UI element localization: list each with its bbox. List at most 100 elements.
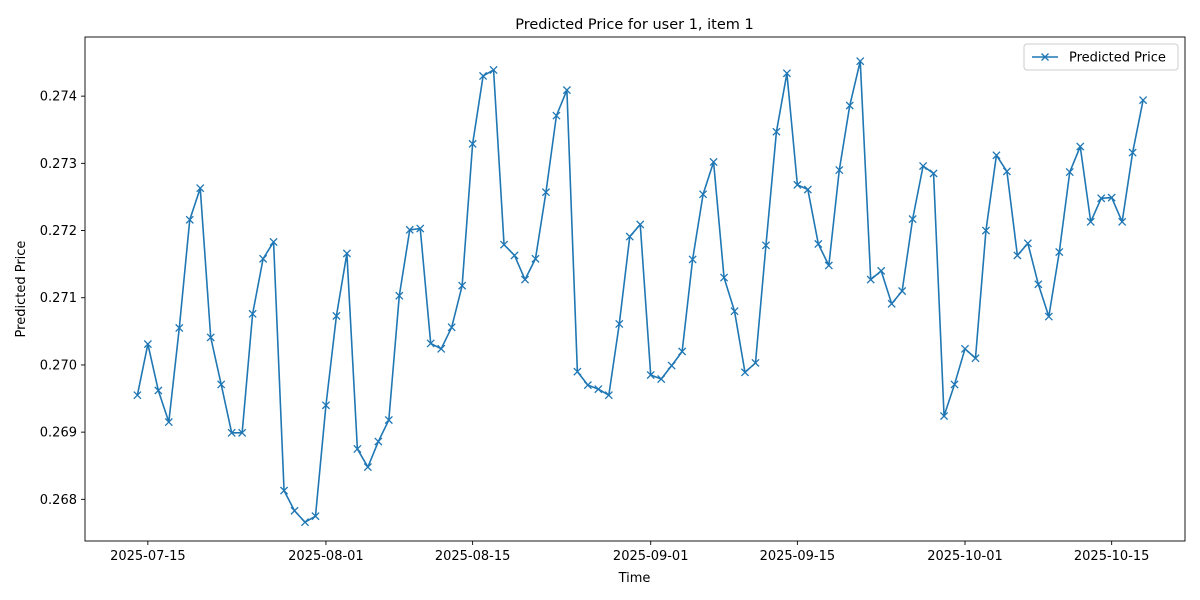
chart-title: Predicted Price for user 1, item 1: [515, 17, 753, 33]
data-point-marker: [447, 323, 456, 332]
data-point-marker: [772, 127, 781, 136]
data-point-marker: [1139, 96, 1148, 105]
data-point-marker: [845, 101, 854, 110]
x-axis-ticks: 2025-07-15 2025-08-01 2025-08-15 2025-09-01…: [110, 541, 1149, 564]
data-point-marker: [1076, 142, 1085, 151]
data-point-marker: [363, 463, 372, 472]
data-point-marker: [426, 339, 435, 348]
data-point-marker: [416, 224, 425, 233]
data-point-marker: [688, 255, 697, 264]
data-point-marker: [898, 286, 907, 296]
data-point-marker: [699, 190, 708, 199]
data-point-marker: [353, 444, 362, 453]
y-tick-label: 0.272: [40, 224, 77, 239]
y-tick-label: 0.270: [40, 358, 77, 373]
data-point-marker: [259, 254, 268, 263]
data-point-marker: [908, 215, 917, 224]
data-point-marker: [342, 249, 351, 258]
data-point-marker: [678, 347, 687, 356]
y-axis-ticks: 0.268 0.269 0.270 0.271 0.272 0.273 0.274: [40, 90, 85, 508]
data-point-marker: [636, 220, 645, 229]
plot-area: [85, 37, 1185, 541]
plot-frame: [84, 36, 1186, 542]
x-tick-label: 2025-09-15: [760, 549, 836, 564]
data-point-marker: [719, 273, 729, 282]
data-point-marker: [667, 361, 676, 370]
data-point-marker: [950, 380, 959, 389]
data-point-marker: [835, 165, 844, 175]
data-point-marker: [1044, 312, 1053, 321]
data-point-marker: [615, 319, 624, 329]
data-point-marker: [992, 151, 1001, 160]
data-point-marker: [206, 333, 215, 342]
data-point-marker: [154, 386, 163, 395]
y-tick-label: 0.269: [40, 426, 77, 441]
data-point-marker: [311, 512, 320, 521]
data-point-marker: [1013, 251, 1022, 260]
data-point-marker: [499, 240, 509, 249]
data-point-marker: [782, 69, 791, 78]
data-point-marker: [856, 57, 865, 66]
data-point-marker: [185, 215, 194, 224]
y-tick-label: 0.273: [40, 157, 77, 172]
data-point-marker: [814, 239, 823, 249]
data-point-marker: [761, 241, 771, 250]
data-point-marker: [1065, 168, 1074, 177]
data-point-marker: [1086, 217, 1095, 226]
data-point-marker: [939, 411, 949, 421]
y-tick-label: 0.271: [40, 291, 77, 306]
data-point-marker: [971, 354, 980, 363]
legend-marker-icon: [1041, 53, 1049, 61]
data-point-marker: [1118, 217, 1127, 226]
data-point-marker: [531, 254, 540, 263]
data-point-marker: [1107, 193, 1116, 202]
data-point-marker: [196, 184, 205, 193]
data-point-marker: [164, 417, 173, 427]
data-point-marker: [583, 381, 592, 390]
data-point-marker: [290, 506, 299, 515]
data-point-marker: [981, 226, 991, 235]
data-point-marker: [646, 370, 655, 380]
data-point-marker: [751, 358, 760, 367]
data-point-marker: [300, 518, 310, 527]
data-point-marker: [1034, 280, 1043, 289]
legend-box: [1023, 43, 1179, 71]
data-point-marker: [1023, 239, 1032, 248]
series-predicted-price: [133, 57, 1148, 527]
data-point-marker: [489, 65, 498, 74]
y-tick-label: 0.268: [40, 493, 77, 508]
x-tick-label: 2025-08-01: [288, 549, 364, 564]
x-tick-label: 2025-08-15: [435, 549, 511, 564]
data-point-marker: [824, 261, 833, 270]
data-point-marker: [960, 344, 970, 353]
legend: Predicted Price: [1023, 43, 1179, 71]
data-point-marker: [740, 368, 750, 377]
data-point-marker: [541, 188, 551, 197]
data-point-marker: [887, 299, 896, 308]
data-point-marker: [395, 291, 404, 300]
data-point-marker: [468, 139, 477, 148]
data-point-marker: [625, 232, 634, 241]
data-point-marker: [552, 111, 561, 120]
data-point-marker: [1002, 167, 1011, 176]
y-axis-label: Predicted Price: [14, 241, 29, 338]
data-point-marker: [405, 225, 414, 234]
data-point-marker: [657, 374, 666, 384]
x-tick-label: 2025-10-01: [927, 549, 1003, 564]
data-point-marker: [384, 415, 393, 425]
data-point-marker: [133, 391, 142, 400]
data-point-marker: [143, 340, 152, 349]
data-point-marker: [321, 401, 331, 410]
data-point-marker: [1055, 247, 1064, 257]
data-point-marker: [573, 367, 582, 376]
x-axis-label: Time: [618, 571, 651, 586]
data-point-marker: [175, 323, 184, 333]
data-point-marker: [279, 486, 289, 495]
data-point-marker: [437, 344, 446, 353]
y-tick-label: 0.274: [40, 90, 77, 105]
data-point-marker: [248, 309, 257, 318]
data-point-marker: [238, 428, 247, 437]
data-point-marker: [919, 161, 928, 171]
data-point-marker: [332, 311, 341, 320]
x-tick-label: 2025-09-01: [613, 549, 689, 564]
